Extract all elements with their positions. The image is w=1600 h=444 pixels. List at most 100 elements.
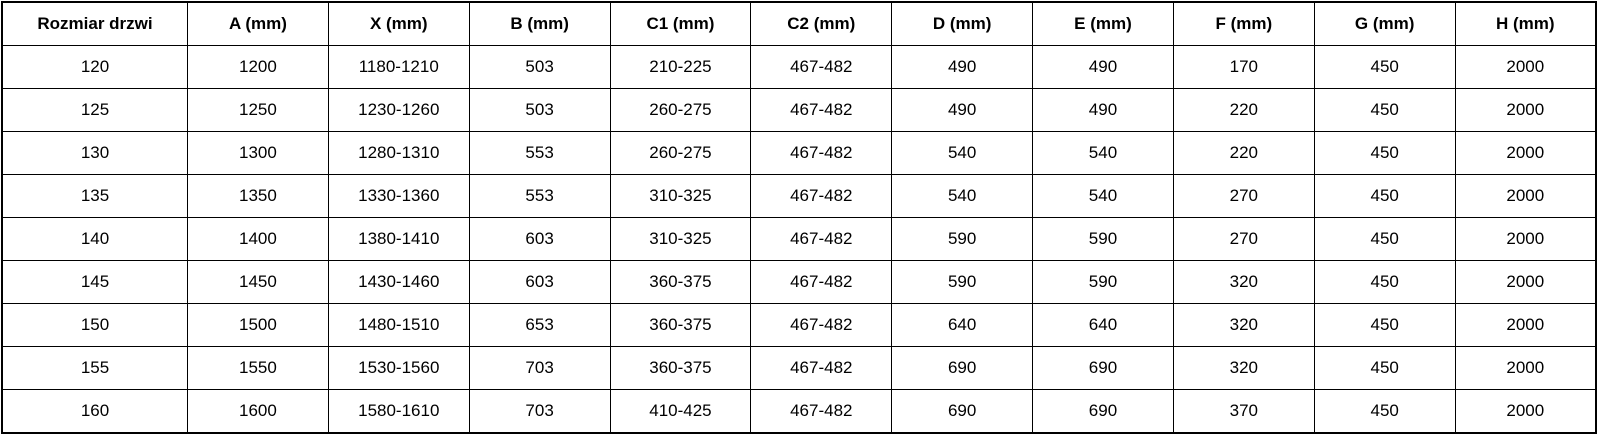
table-row: 140 1400 1380-1410 603 310-325 467-482 590 590 2… — [1, 217, 1597, 261]
column-header: B (mm) — [468, 1, 611, 46]
table-cell: 2000 — [1454, 217, 1597, 261]
table-cell: 467-482 — [750, 346, 893, 390]
table-cell: 1200 — [187, 45, 329, 89]
column-header: D (mm) — [891, 1, 1034, 46]
table-cell: 640 — [891, 303, 1034, 347]
table-cell: 360-375 — [609, 346, 752, 390]
column-header: G (mm) — [1313, 1, 1456, 46]
table-cell: 140 — [1, 217, 188, 261]
table-cell: 450 — [1313, 45, 1456, 89]
table-cell: 653 — [468, 303, 611, 347]
table-cell: 490 — [891, 88, 1034, 132]
column-header: H (mm) — [1454, 1, 1597, 46]
table-cell: 540 — [1032, 174, 1174, 218]
table-cell: 360-375 — [609, 303, 752, 347]
table-cell: 320 — [1172, 260, 1315, 304]
table-row: 120 1200 1180-1210 503 210-225 467-482 490 490 1… — [1, 45, 1597, 89]
table-cell: 270 — [1172, 217, 1315, 261]
table-cell: 310-325 — [609, 174, 752, 218]
table-cell: 320 — [1172, 346, 1315, 390]
table-cell: 1300 — [187, 131, 329, 175]
header-row: Rozmiar drzwi A (mm) X (mm) B (mm) C1 (mm) C2… — [1, 1, 1597, 46]
table-cell: 450 — [1313, 217, 1456, 261]
table-cell: 467-482 — [750, 174, 893, 218]
table-cell: 155 — [1, 346, 188, 390]
table-cell: 450 — [1313, 346, 1456, 390]
table-cell: 1480-1510 — [327, 303, 470, 347]
table-cell: 467-482 — [750, 389, 893, 434]
table-cell: 590 — [1032, 217, 1174, 261]
table-cell: 150 — [1, 303, 188, 347]
table-cell: 2000 — [1454, 346, 1597, 390]
table-cell: 503 — [468, 45, 611, 89]
column-header: A (mm) — [187, 1, 329, 46]
table-cell: 640 — [1032, 303, 1174, 347]
table-cell: 1580-1610 — [327, 389, 470, 434]
table-cell: 450 — [1313, 88, 1456, 132]
table-cell: 260-275 — [609, 131, 752, 175]
table-cell: 503 — [468, 88, 611, 132]
table-cell: 2000 — [1454, 88, 1597, 132]
table-cell: 160 — [1, 389, 188, 434]
table-cell: 690 — [891, 389, 1034, 434]
table-cell: 130 — [1, 131, 188, 175]
table-cell: 703 — [468, 389, 611, 434]
table-cell: 540 — [1032, 131, 1174, 175]
table-cell: 467-482 — [750, 45, 893, 89]
table-cell: 360-375 — [609, 260, 752, 304]
table-cell: 1250 — [187, 88, 329, 132]
table-row: 150 1500 1480-1510 653 360-375 467-482 640 640 3… — [1, 303, 1597, 347]
table-cell: 690 — [1032, 389, 1174, 434]
table-cell: 590 — [1032, 260, 1174, 304]
table-cell: 260-275 — [609, 88, 752, 132]
table-cell: 2000 — [1454, 174, 1597, 218]
column-header: F (mm) — [1172, 1, 1315, 46]
table-cell: 1350 — [187, 174, 329, 218]
table-cell: 2000 — [1454, 45, 1597, 89]
table-cell: 120 — [1, 45, 188, 89]
table-row: 155 1550 1530-1560 703 360-375 467-482 690 690 3… — [1, 346, 1597, 390]
table-cell: 220 — [1172, 88, 1315, 132]
table-cell: 467-482 — [750, 217, 893, 261]
table-cell: 603 — [468, 260, 611, 304]
column-header: E (mm) — [1032, 1, 1174, 46]
table-cell: 135 — [1, 174, 188, 218]
table-cell: 1400 — [187, 217, 329, 261]
table-cell: 125 — [1, 88, 188, 132]
door-dimensions-table: Rozmiar drzwi A (mm) X (mm) B (mm) C1 (mm) C2… — [1, 1, 1597, 434]
table-cell: 320 — [1172, 303, 1315, 347]
table-cell: 1450 — [187, 260, 329, 304]
table-cell: 490 — [1032, 45, 1174, 89]
table-cell: 1330-1360 — [327, 174, 470, 218]
column-header: C2 (mm) — [750, 1, 893, 46]
column-header: Rozmiar drzwi — [1, 1, 188, 46]
table-cell: 410-425 — [609, 389, 752, 434]
table-cell: 490 — [891, 45, 1034, 89]
table-cell: 2000 — [1454, 260, 1597, 304]
table-cell: 553 — [468, 174, 611, 218]
table-cell: 1600 — [187, 389, 329, 434]
table-cell: 1180-1210 — [327, 45, 470, 89]
table-cell: 2000 — [1454, 131, 1597, 175]
table-cell: 467-482 — [750, 88, 893, 132]
table-cell: 220 — [1172, 131, 1315, 175]
table-cell: 1550 — [187, 346, 329, 390]
table-cell: 450 — [1313, 303, 1456, 347]
table-cell: 2000 — [1454, 303, 1597, 347]
table-cell: 467-482 — [750, 303, 893, 347]
table-cell: 2000 — [1454, 389, 1597, 434]
column-header: C1 (mm) — [609, 1, 752, 46]
column-header: X (mm) — [327, 1, 470, 46]
table-cell: 310-325 — [609, 217, 752, 261]
table-cell: 270 — [1172, 174, 1315, 218]
table-cell: 603 — [468, 217, 611, 261]
table-cell: 450 — [1313, 131, 1456, 175]
table-row: 160 1600 1580-1610 703 410-425 467-482 690 690 3… — [1, 389, 1597, 434]
table-header: Rozmiar drzwi A (mm) X (mm) B (mm) C1 (mm) C2… — [1, 1, 1597, 46]
table-cell: 703 — [468, 346, 611, 390]
table-cell: 1230-1260 — [327, 88, 470, 132]
table-cell: 540 — [891, 131, 1034, 175]
table-cell: 540 — [891, 174, 1034, 218]
table-cell: 553 — [468, 131, 611, 175]
